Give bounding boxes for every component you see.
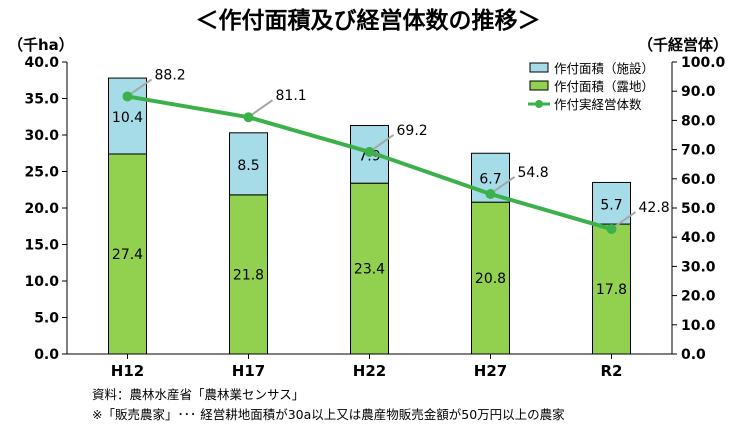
line-point-label: 88.2 [155, 67, 186, 83]
left-tick-label: 40.0 [24, 55, 59, 71]
line-label-leader [130, 78, 153, 95]
right-tick-label: 60.0 [681, 172, 716, 188]
right-tick-label: 20.0 [681, 289, 716, 305]
bar-facility [592, 181, 631, 225]
right-tick-label: 100.0 [681, 55, 726, 71]
line-point [364, 146, 375, 157]
bar-open-field [471, 201, 510, 355]
line-point [243, 112, 254, 123]
legend-label: 作付面積（施設） [554, 61, 654, 76]
left-tick-label: 15.0 [24, 238, 59, 254]
line-label-leader [493, 176, 516, 192]
legend-swatch [529, 80, 549, 91]
legend-label: 作付面積（露地） [554, 79, 654, 94]
bar-open-field [108, 153, 147, 355]
bar-open-field-label: 17.8 [596, 282, 627, 298]
left-tick-label: 30.0 [24, 128, 59, 144]
source-note: 資料：農林水産省「農林業センサス」 [92, 387, 305, 402]
right-tick-label: 40.0 [681, 230, 716, 246]
x-tick-label: H17 [232, 362, 265, 380]
legend-swatch [529, 62, 549, 73]
legend-marker [535, 100, 543, 108]
right-axis-unit: （千経営体） [638, 36, 728, 54]
x-tick-label: H12 [111, 362, 144, 380]
left-axis-unit: （千ha） [8, 36, 74, 54]
line-point-label: 69.2 [397, 123, 428, 139]
legend-label: 作付実経営体数 [554, 97, 642, 112]
bar-facility [229, 132, 268, 196]
line-point-label: 54.8 [518, 165, 549, 181]
line-label-leader [251, 99, 274, 116]
right-tick-label: 30.0 [681, 259, 716, 275]
left-tick-label: 10.0 [24, 274, 59, 290]
bar-facility [108, 77, 147, 155]
plot-area: 0.0 5.0 10.0 15.0 20.0 25.0 30.0 35.0 40.0 0.0 10.… [24, 55, 725, 380]
line-point [122, 91, 133, 102]
bar-open-field-label: 27.4 [112, 247, 143, 263]
bar-facility-label: 6.7 [479, 172, 501, 188]
left-tick-label: 20.0 [24, 201, 59, 217]
x-tick-label: H22 [353, 362, 386, 380]
right-tick-label: 0.0 [681, 347, 706, 363]
x-tick-label: H27 [474, 362, 507, 380]
line-point [606, 224, 617, 235]
footnote: ※「販売農家」･･･ 経営耕地面積が30a以上又は農産物販売金額が50万円以上の… [92, 407, 565, 422]
line-point [485, 188, 496, 199]
bar-open-field [350, 182, 389, 355]
bar-open-field-label: 23.4 [354, 262, 385, 278]
bar-open-field [592, 223, 631, 355]
right-tick-label: 50.0 [681, 201, 716, 217]
bar-facility-label: 5.7 [600, 197, 622, 213]
right-tick-label: 10.0 [681, 318, 716, 334]
bar-facility-label: 8.5 [237, 158, 259, 174]
left-tick-label: 35.0 [24, 92, 59, 108]
bar-open-field-label: 21.8 [233, 267, 264, 283]
line-point-label: 42.8 [639, 200, 670, 216]
line-label-leader [372, 134, 395, 150]
right-tick-label: 70.0 [681, 143, 716, 159]
right-tick-label: 80.0 [681, 113, 716, 129]
left-tick-label: 25.0 [24, 165, 59, 181]
line-point-label: 81.1 [276, 88, 307, 104]
right-tick-label: 90.0 [681, 84, 716, 100]
chart-title: ＜作付面積及び経営体数の推移＞ [196, 7, 541, 34]
left-tick-label: 0.0 [34, 347, 59, 363]
bar-facility-label: 10.4 [112, 110, 143, 126]
bar-open-field-label: 20.8 [475, 271, 506, 287]
line-label-leader [614, 211, 637, 227]
x-tick-label: R2 [601, 362, 623, 380]
left-tick-label: 5.0 [34, 311, 59, 327]
